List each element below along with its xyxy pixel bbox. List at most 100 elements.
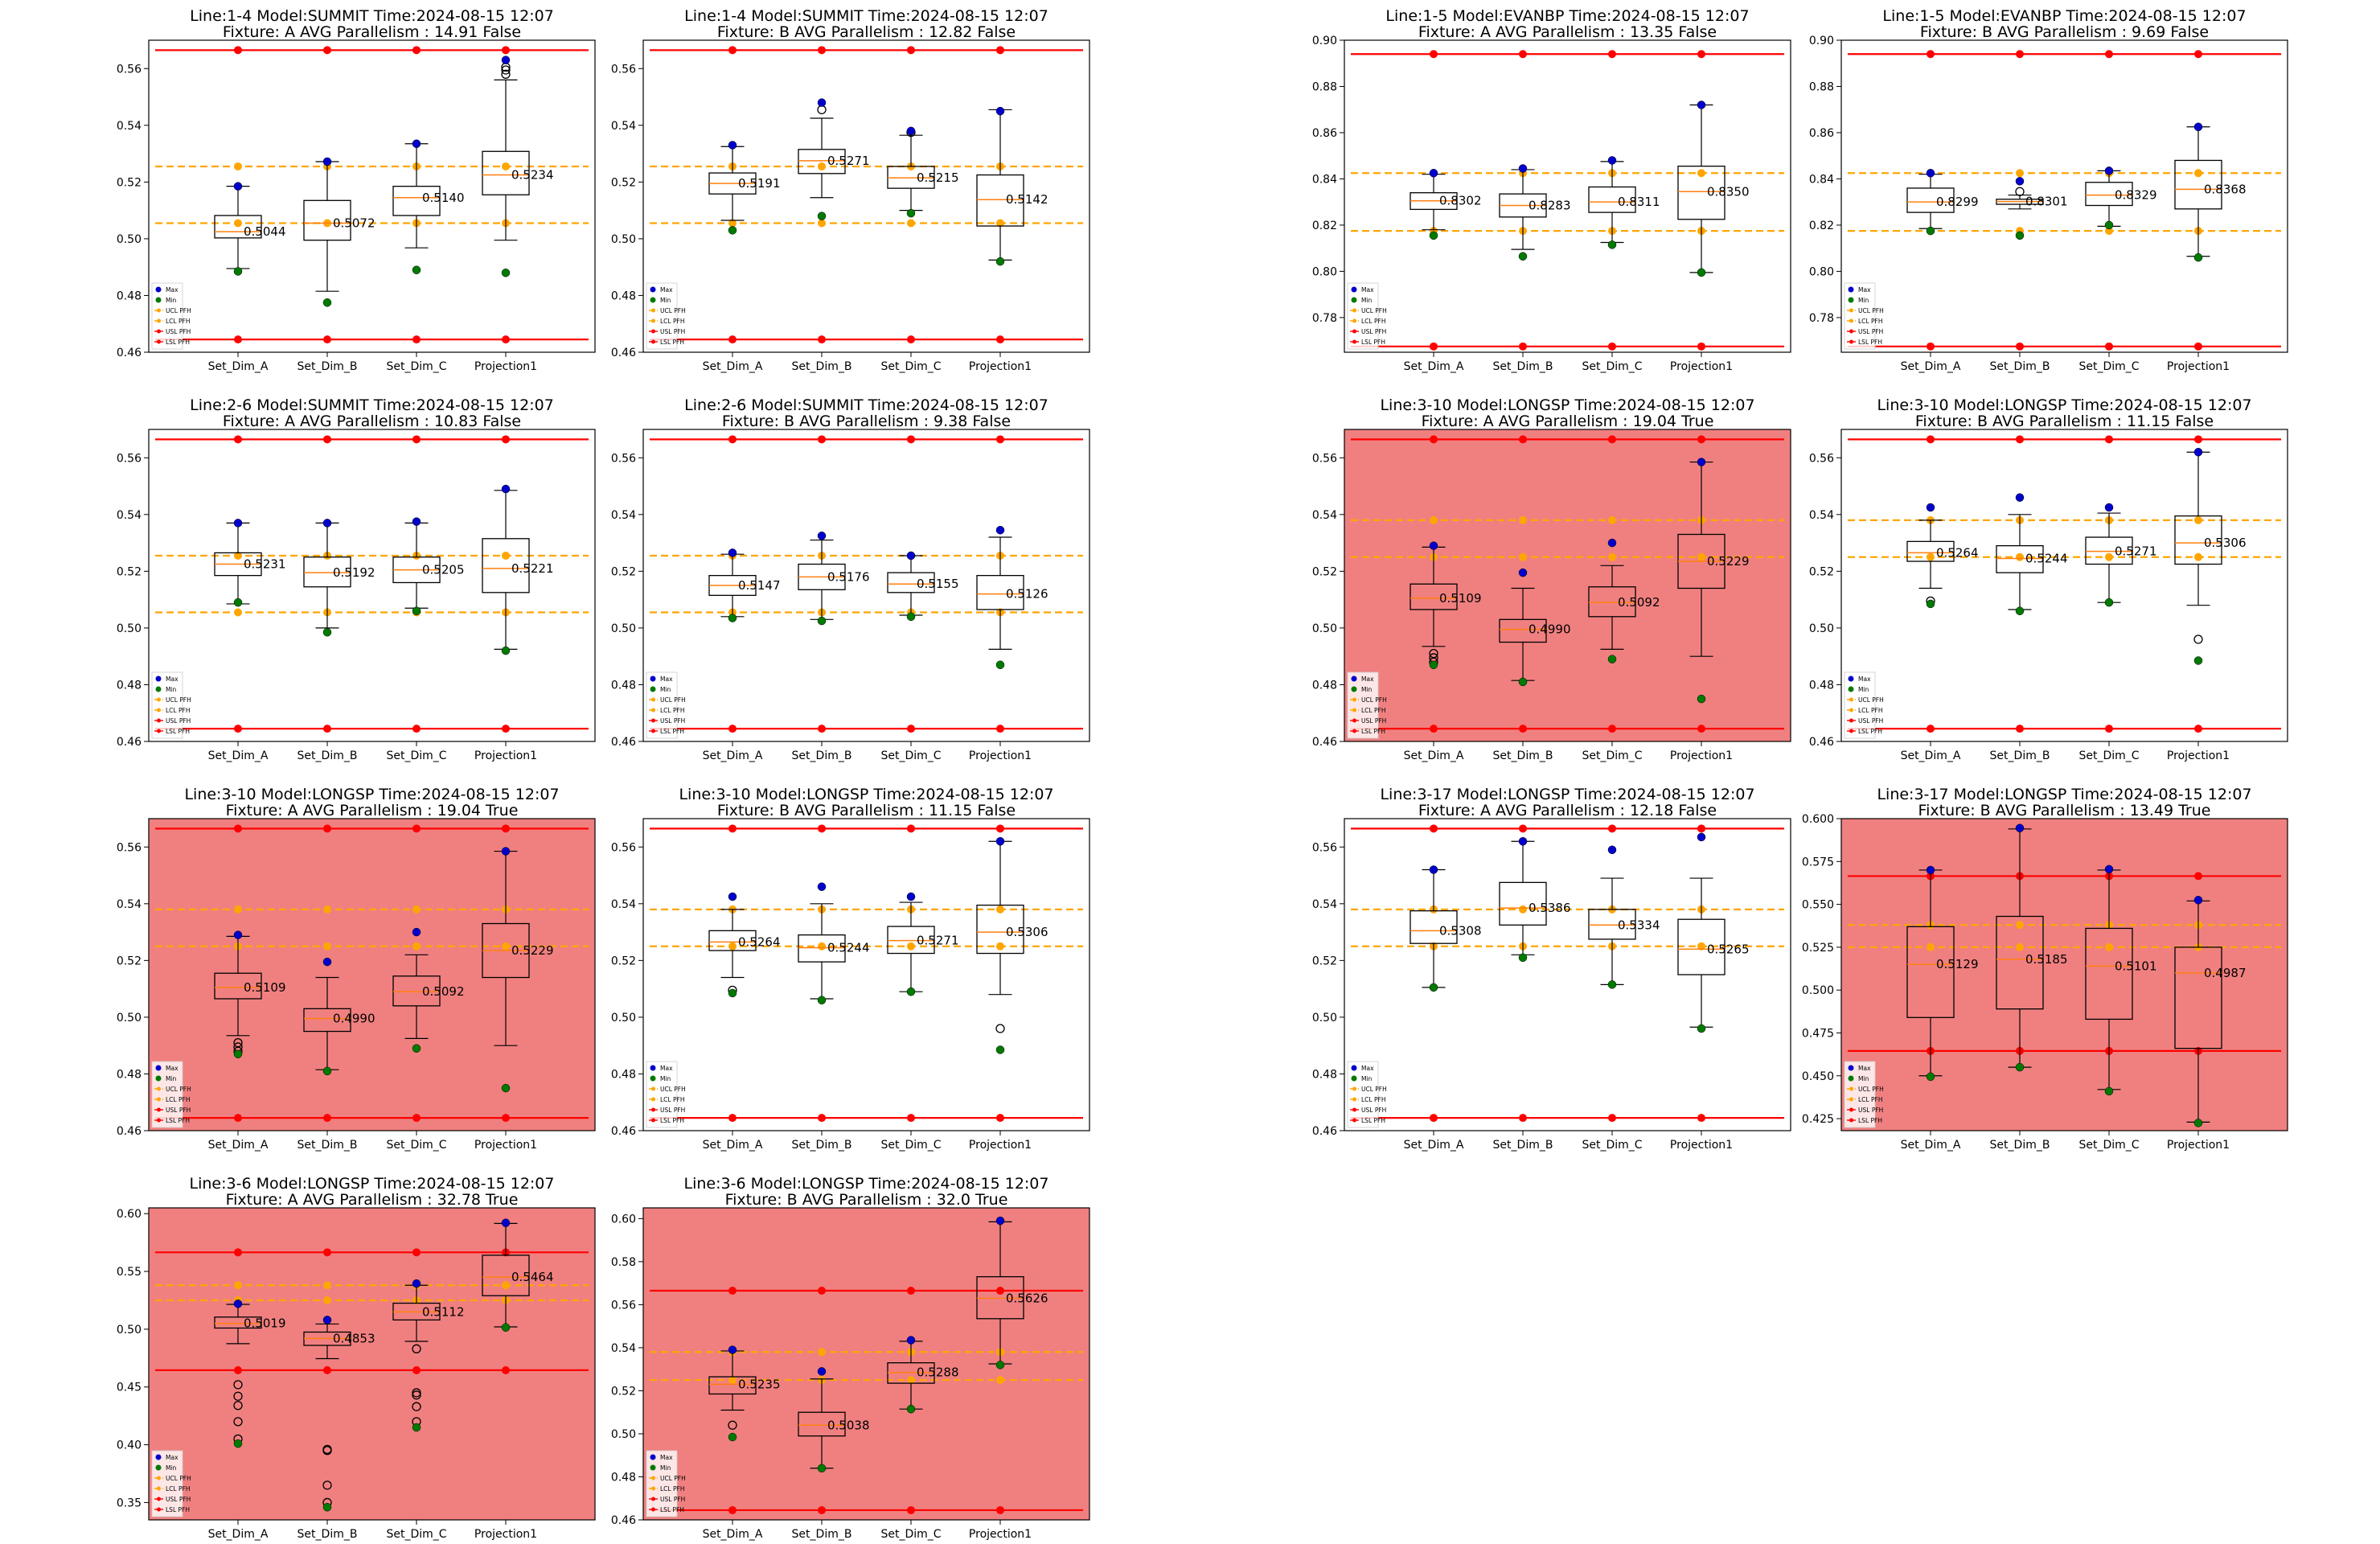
- iqr-box: [2085, 182, 2133, 207]
- x-tick-label: Set_Dim_C: [386, 1528, 446, 1541]
- iqr-box: [1906, 926, 1955, 1018]
- median-label: 0.5221: [511, 561, 554, 576]
- legend-label: LCL PFH: [660, 1485, 684, 1493]
- box-3: 0.5140: [392, 139, 465, 274]
- outlier-point: [501, 65, 511, 75]
- legend-label: USL PFH: [166, 1107, 191, 1114]
- x-tick-label: Set_Dim_B: [298, 360, 358, 373]
- legend-label: UCL PFH: [1361, 696, 1387, 704]
- legend-marker: [1352, 729, 1356, 733]
- y-tick-label: 0.56: [117, 452, 142, 465]
- box-2: 0.8301: [1996, 177, 2068, 240]
- box-1: 0.5019: [214, 1300, 286, 1448]
- legend-marker: [155, 1464, 162, 1471]
- x-tick-label: Projection1: [474, 360, 537, 373]
- outlier-point: [233, 1380, 243, 1390]
- lsl-line-marker: [1697, 1114, 1705, 1123]
- legend-box: [151, 282, 183, 350]
- median-label: 0.5092: [1618, 595, 1660, 610]
- legend-marker: [157, 1097, 161, 1102]
- legend: Max Min UCL PFH LCL PFH USL PFH LSL PFH: [646, 282, 686, 350]
- legend-marker: [157, 1486, 161, 1491]
- iqr-box: [1906, 187, 1955, 213]
- max-point: [2104, 503, 2114, 512]
- legend-marker: [651, 729, 655, 733]
- usl-line-marker: [2194, 50, 2202, 59]
- iqr-box: [1499, 618, 1547, 643]
- ucl-line-marker: [234, 1281, 242, 1290]
- legend-label: Min: [1361, 297, 1373, 304]
- y-tick-label: 0.88: [1809, 80, 1834, 93]
- median-label: 0.5464: [511, 1270, 554, 1284]
- y-tick-label: 0.46: [1809, 736, 1834, 749]
- legend-label: LSL PFH: [166, 1117, 190, 1124]
- y-tick-label: 0.500: [1802, 984, 1834, 997]
- y-tick-label: 0.550: [1802, 899, 1834, 912]
- lsl-line-marker: [1519, 1114, 1527, 1123]
- lsl-line-marker: [502, 725, 510, 733]
- axes-frame: [642, 429, 1090, 742]
- median-label: 0.5038: [827, 1418, 870, 1432]
- legend-marker: [157, 339, 161, 344]
- y-tick-label: 0.52: [117, 176, 142, 189]
- min-point: [2104, 220, 2114, 230]
- usl-line-marker: [728, 1287, 737, 1296]
- plot-area: [643, 40, 1089, 352]
- usl-line-marker: [234, 1248, 242, 1257]
- max-point: [906, 892, 916, 901]
- box-4: 0.5229: [482, 847, 554, 1093]
- legend-marker: [1849, 1097, 1853, 1102]
- median-label: 0.5192: [333, 565, 375, 580]
- legend-marker: [1848, 297, 1854, 303]
- max-point: [501, 55, 511, 64]
- legend-marker: [1849, 1086, 1853, 1091]
- median-label: 0.5306: [2204, 536, 2247, 550]
- legend-box: [1347, 1061, 1379, 1128]
- legend: Max Min UCL PFH LCL PFH USL PFH LSL PFH: [151, 282, 191, 350]
- x-tick-label: Projection1: [474, 749, 537, 762]
- max-point: [1518, 164, 1528, 173]
- y-tick-label: 0.54: [611, 120, 636, 133]
- usl-line-marker: [1927, 435, 1935, 444]
- median-label: 0.8311: [1618, 195, 1660, 209]
- median-label: 0.5234: [511, 168, 554, 183]
- y-tick-label: 0.40: [117, 1439, 142, 1452]
- chart-panel-5: Line:2-6 Model:SUMMIT Time:2024-08-15 12…: [117, 396, 596, 762]
- x-tick-label: Set_Dim_A: [208, 360, 269, 373]
- min-point: [817, 1464, 827, 1473]
- usl-line-marker: [323, 824, 331, 833]
- legend-marker: [1352, 1086, 1356, 1091]
- y-tick-label: 0.50: [117, 1012, 142, 1025]
- legend-label: USL PFH: [660, 328, 685, 335]
- y-tick-label: 0.525: [1802, 942, 1834, 955]
- x-tick-label: Set_Dim_B: [1990, 1139, 2050, 1152]
- x-tick-label: Set_Dim_C: [880, 360, 941, 373]
- iqr-box: [482, 538, 530, 593]
- usl-line-marker: [502, 435, 510, 444]
- max-point: [817, 882, 827, 891]
- min-point: [728, 1432, 737, 1442]
- iqr-box: [2174, 947, 2222, 1049]
- axes-frame: [642, 39, 1090, 353]
- x-tick-label: Set_Dim_B: [792, 360, 852, 373]
- y-tick-label: 0.46: [1312, 1125, 1337, 1138]
- lsl-line-marker: [502, 1365, 510, 1374]
- axes-frame: [642, 1207, 1090, 1521]
- legend-label: Max: [660, 1065, 673, 1072]
- legend-label: Max: [1858, 1065, 1871, 1072]
- legend-label: Min: [1858, 1075, 1869, 1082]
- y-tick-label: 0.52: [611, 565, 636, 578]
- lsl-line-marker: [1430, 1114, 1438, 1123]
- iqr-box: [1996, 915, 2044, 1010]
- box-4: 0.5126: [976, 525, 1048, 670]
- iqr-box: [1410, 910, 1458, 944]
- legend-label: LSL PFH: [1858, 1117, 1882, 1124]
- min-point: [2015, 606, 2025, 615]
- usl-line-marker: [728, 46, 737, 55]
- lcl-line-marker: [996, 942, 1004, 951]
- median-label: 0.5112: [422, 1304, 465, 1319]
- max-point: [1429, 541, 1438, 550]
- y-tick-label: 0.46: [611, 347, 636, 359]
- plot-area: [643, 1208, 1089, 1520]
- legend-label: USL PFH: [1361, 717, 1386, 725]
